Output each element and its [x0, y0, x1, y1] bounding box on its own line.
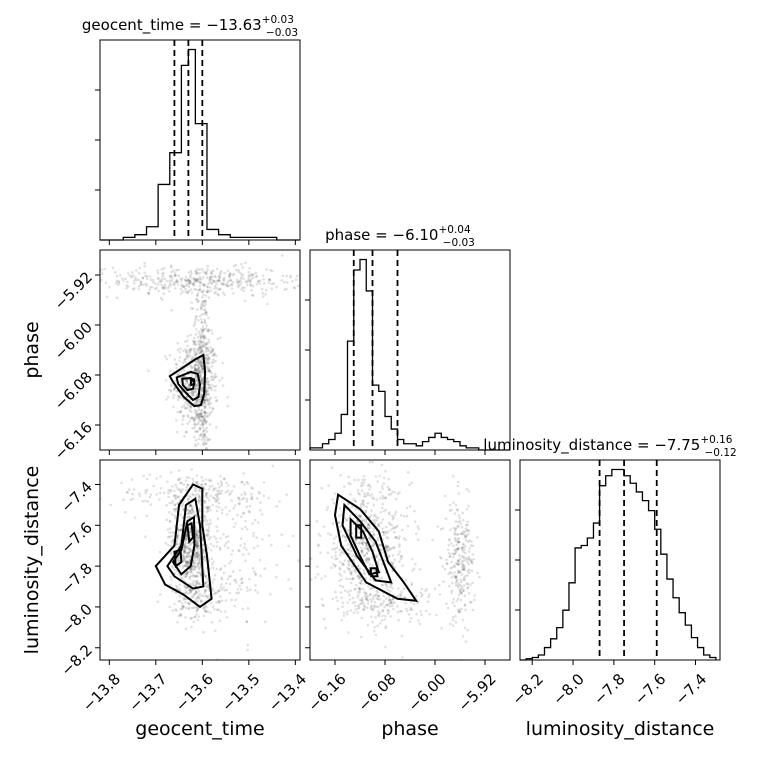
contour-level-0-1	[175, 370, 202, 402]
contour-level-2-2	[349, 516, 381, 576]
tick-label-y-luminosity_distance-0: −8.2	[58, 641, 96, 679]
title-minus-phase: −0.03	[443, 237, 475, 249]
axis-label-y-luminosity_distance: luminosity_distance	[21, 466, 43, 655]
contour-layer	[154, 353, 419, 609]
contour-level-2-3	[369, 567, 379, 578]
contour-level-1-4	[173, 548, 183, 568]
tick-label-y-phase-3: −5.92	[51, 268, 96, 313]
contour-level-1-3	[186, 521, 195, 544]
tick-label-x-phase-0: −6.16	[305, 670, 350, 715]
histogram-luminosity_distance	[520, 468, 717, 661]
panel-hist-luminosity_distance	[519, 459, 721, 661]
contours-geocent_time-phase	[168, 353, 207, 408]
contour-level-1-0	[154, 483, 213, 609]
title-plus-phase: +0.04	[438, 224, 470, 236]
contour-level-2-4	[355, 524, 363, 539]
tick-label-y-phase-0: −6.16	[51, 418, 96, 463]
title-main-luminosity_distance: luminosity_distance = −7.75	[483, 436, 700, 455]
panel-phase-luminosity_distance	[309, 459, 511, 661]
axis-label-x-luminosity_distance: luminosity_distance	[526, 718, 715, 740]
tick-label-x-geocent_time-3: −13.5	[218, 670, 263, 715]
panel-hist-geocent_time	[99, 39, 301, 241]
axis-label-x-geocent_time: geocent_time	[135, 718, 264, 740]
contour-level-0-0	[168, 353, 207, 408]
panel-geocent_time-phase	[99, 249, 301, 451]
tick-label-y-luminosity_distance-4: −7.4	[58, 478, 96, 516]
contour-level-0-3	[189, 377, 196, 387]
tick-label-x-phase-3: −5.92	[455, 670, 500, 715]
title-minus-luminosity_distance: −0.12	[705, 447, 737, 459]
title-main-geocent_time: geocent_time = −13.63	[82, 16, 262, 35]
tick-label-y-luminosity_distance-1: −8.0	[58, 600, 96, 638]
tick-label-x-luminosity_distance-2: −7.8	[590, 670, 628, 708]
tick-label-x-geocent_time-0: −13.8	[79, 670, 124, 715]
tick-label-x-luminosity_distance-1: −8.0	[549, 670, 587, 708]
title-plus-geocent_time: +0.03	[262, 14, 294, 26]
tick-label-x-phase-2: −6.00	[405, 670, 450, 715]
contours-geocent_time-luminosity_distance	[154, 483, 213, 609]
axis-label-x-phase: phase	[381, 718, 438, 740]
tick-label-x-phase-1: −6.08	[355, 670, 400, 715]
contour-level-2-0	[333, 493, 419, 603]
panel-hist-phase	[309, 249, 511, 451]
tick-label-x-luminosity_distance-3: −7.6	[631, 670, 669, 708]
tick-label-x-geocent_time-4: −13.4	[265, 670, 310, 715]
title-phase: phase = −6.10+0.04 −0.03	[325, 224, 475, 249]
title-geocent_time: geocent_time = −13.63+0.03 −0.03	[82, 14, 298, 39]
title-main-phase: phase = −6.10	[325, 226, 438, 244]
tick-label-y-phase-1: −6.08	[51, 368, 96, 413]
scatter-geocent_time-luminosity_distance	[100, 464, 300, 660]
contour-level-1-2	[171, 515, 196, 576]
contour-level-1-1	[166, 497, 205, 590]
tick-label-x-geocent_time-1: −13.7	[125, 670, 170, 715]
tick-label-y-luminosity_distance-2: −7.8	[58, 559, 96, 597]
title-luminosity_distance: luminosity_distance = −7.75+0.16 −0.12	[483, 434, 736, 459]
tick-label-x-geocent_time-2: −13.6	[172, 670, 217, 715]
histogram-geocent_time	[100, 48, 300, 241]
contour-level-2-1	[341, 502, 393, 584]
histogram-layer	[100, 40, 717, 661]
tick-label-y-luminosity_distance-3: −7.6	[58, 519, 96, 557]
histogram-phase	[309, 258, 510, 451]
frame-layer	[95, 39, 721, 665]
title-minus-geocent_time: −0.03	[266, 27, 298, 39]
tick-label-x-luminosity_distance-0: −8.2	[509, 670, 547, 708]
axis-label-y-phase: phase	[21, 321, 43, 378]
contours-phase-luminosity_distance	[333, 493, 419, 603]
tick-label-x-luminosity_distance-4: −7.4	[672, 670, 710, 708]
panel-geocent_time-luminosity_distance	[99, 459, 301, 661]
scatter-phase-luminosity_distance	[310, 460, 481, 660]
tick-label-y-phase-2: −6.00	[51, 318, 96, 363]
title-plus-luminosity_distance: +0.16	[700, 434, 732, 446]
scatter-layer	[100, 254, 481, 660]
